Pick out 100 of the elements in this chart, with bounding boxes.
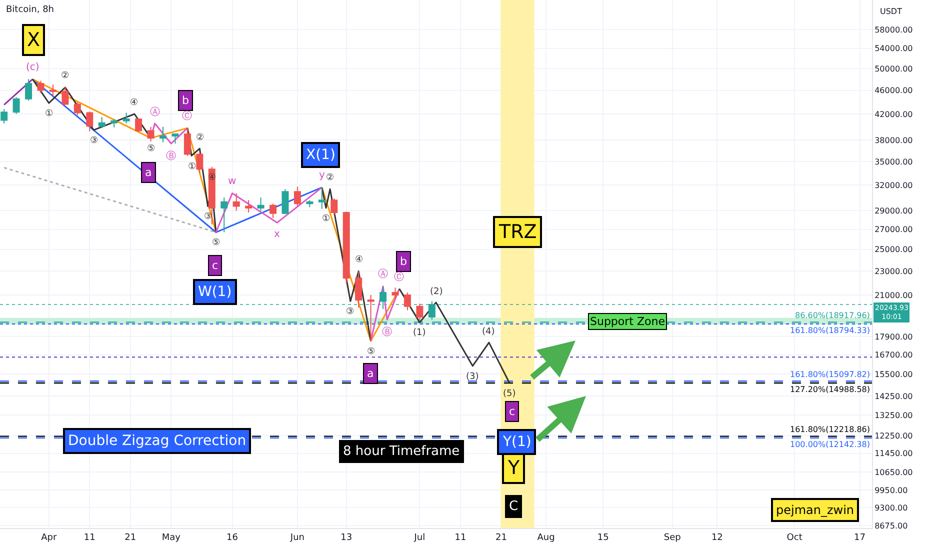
y-tick-label: 29000.00 — [874, 206, 913, 216]
candlestick — [110, 118, 118, 128]
x-tick-label: Sep — [664, 532, 682, 543]
ref-line-label: 161.80%(15097.82) — [790, 370, 870, 379]
annotation: ③ — [204, 212, 212, 222]
annotation: Ⓐ — [378, 268, 388, 280]
annotation: Ⓒ — [182, 110, 192, 122]
y-tick-label: 38000.00 — [874, 136, 913, 145]
annotation: ① — [45, 109, 54, 119]
candlestick — [12, 96, 20, 114]
annotation: (c) — [26, 62, 40, 73]
candlestick — [257, 197, 264, 212]
x-tick-label: 21 — [124, 532, 136, 543]
annotation: (4) — [482, 327, 495, 337]
candlestick — [196, 152, 204, 174]
line-series — [215, 186, 323, 234]
y-tick-label: 23000.00 — [874, 267, 913, 276]
candlestick — [220, 197, 228, 233]
annotation: ③ — [346, 307, 354, 317]
x-tick-label: 21 — [495, 532, 507, 543]
y-tick-label: 46000.00 — [874, 86, 913, 96]
candlestick — [306, 200, 314, 208]
candlestick — [232, 192, 240, 212]
y-tick-label: 50000.00 — [874, 64, 913, 74]
annotation: ③ — [90, 136, 98, 146]
y-tick-label: 58000.00 — [874, 26, 913, 35]
y-tick-label: 21000.00 — [874, 290, 913, 300]
line-series — [398, 288, 510, 384]
annotation: Ⓒ — [394, 271, 404, 283]
candlestick — [367, 294, 374, 342]
annotation: b — [182, 94, 189, 107]
candlestick — [392, 287, 399, 298]
candlestick — [147, 126, 154, 142]
y-tick-label: 32000.00 — [874, 180, 913, 190]
x-tick-label: 15 — [597, 532, 609, 543]
candlestick — [245, 200, 252, 213]
annotation: ② — [196, 133, 204, 143]
annotation: ① — [188, 162, 196, 172]
annotation: Y(1) — [502, 434, 532, 450]
annotation: ④ — [355, 255, 364, 265]
y-tick-label: 15500.00 — [874, 370, 913, 380]
y-tick-label: 9950.00 — [874, 486, 908, 495]
annotation: TRZ — [498, 221, 537, 243]
ref-line-label: 161.80%(12218.86) — [790, 425, 870, 434]
x-tick-label: Aug — [537, 532, 555, 543]
candlestick — [416, 303, 424, 322]
annotation: Double Zigzag Correction — [68, 433, 246, 449]
ref-line-label: 161.80%(18794.33) — [790, 326, 870, 335]
annotation: ④ — [130, 98, 138, 108]
candlestick — [98, 116, 106, 129]
x-tick-label: 11 — [84, 532, 96, 543]
x-tick-label: Oct — [786, 532, 803, 543]
candlestick — [74, 102, 81, 116]
x-tick-label: 17 — [854, 532, 866, 543]
annotation: Ⓑ — [382, 326, 392, 338]
candlestick — [294, 186, 301, 207]
ref-line-label: 127.20%(14988.58) — [790, 385, 870, 394]
candlestick — [355, 270, 362, 308]
candlestick — [342, 211, 350, 284]
candlestick — [62, 86, 69, 106]
candlestick — [318, 186, 326, 210]
annotation: X(1) — [306, 147, 336, 163]
y-tick-label: 35000.00 — [874, 157, 913, 166]
annotation: a — [367, 367, 374, 380]
annotation: Y — [507, 457, 520, 479]
annotation: Ⓐ — [150, 106, 160, 118]
x-tick-label: Jul — [413, 532, 426, 543]
x-tick-label: May — [162, 532, 182, 543]
annotation: ⑤ — [367, 347, 376, 357]
x-tick-label: Apr — [41, 532, 57, 543]
y-tick-label: 8675.00 — [874, 522, 908, 531]
candlestick — [37, 80, 44, 94]
candlestick — [0, 108, 8, 124]
ref-line-label: 86.60%(18917.96) — [795, 311, 870, 320]
x-tick-label: 16 — [226, 532, 238, 543]
line-series — [370, 286, 400, 342]
y-tick-label: 14250.00 — [874, 392, 913, 401]
candlestick — [135, 118, 142, 133]
y-tick-label: 42000.00 — [874, 110, 913, 119]
annotation: Ⓑ — [166, 150, 176, 162]
annotation: (3) — [466, 372, 479, 382]
x-tick-label: 11 — [454, 532, 466, 543]
y-tick-label: 9300.00 — [874, 503, 908, 512]
annotation: c — [509, 405, 516, 418]
annotation: W(1) — [198, 284, 232, 300]
annotation: y — [319, 170, 325, 181]
band-label: Support Zone — [590, 315, 666, 328]
annotation: C — [509, 499, 518, 514]
text: Bitcoin, 8h — [6, 5, 54, 15]
candlestick — [49, 84, 56, 96]
candlestick — [122, 112, 130, 124]
annotation: (2) — [430, 287, 443, 297]
x-tick-label: Jun — [289, 532, 304, 543]
annotation: 8 hour Timeframe — [343, 444, 460, 459]
annotation: ② — [61, 71, 70, 81]
annotation: X — [27, 29, 40, 51]
candlestick — [86, 111, 94, 132]
x-tick-label: 12 — [711, 532, 723, 543]
y-axis-title: USDT — [880, 7, 902, 16]
annotation: c — [212, 259, 218, 272]
